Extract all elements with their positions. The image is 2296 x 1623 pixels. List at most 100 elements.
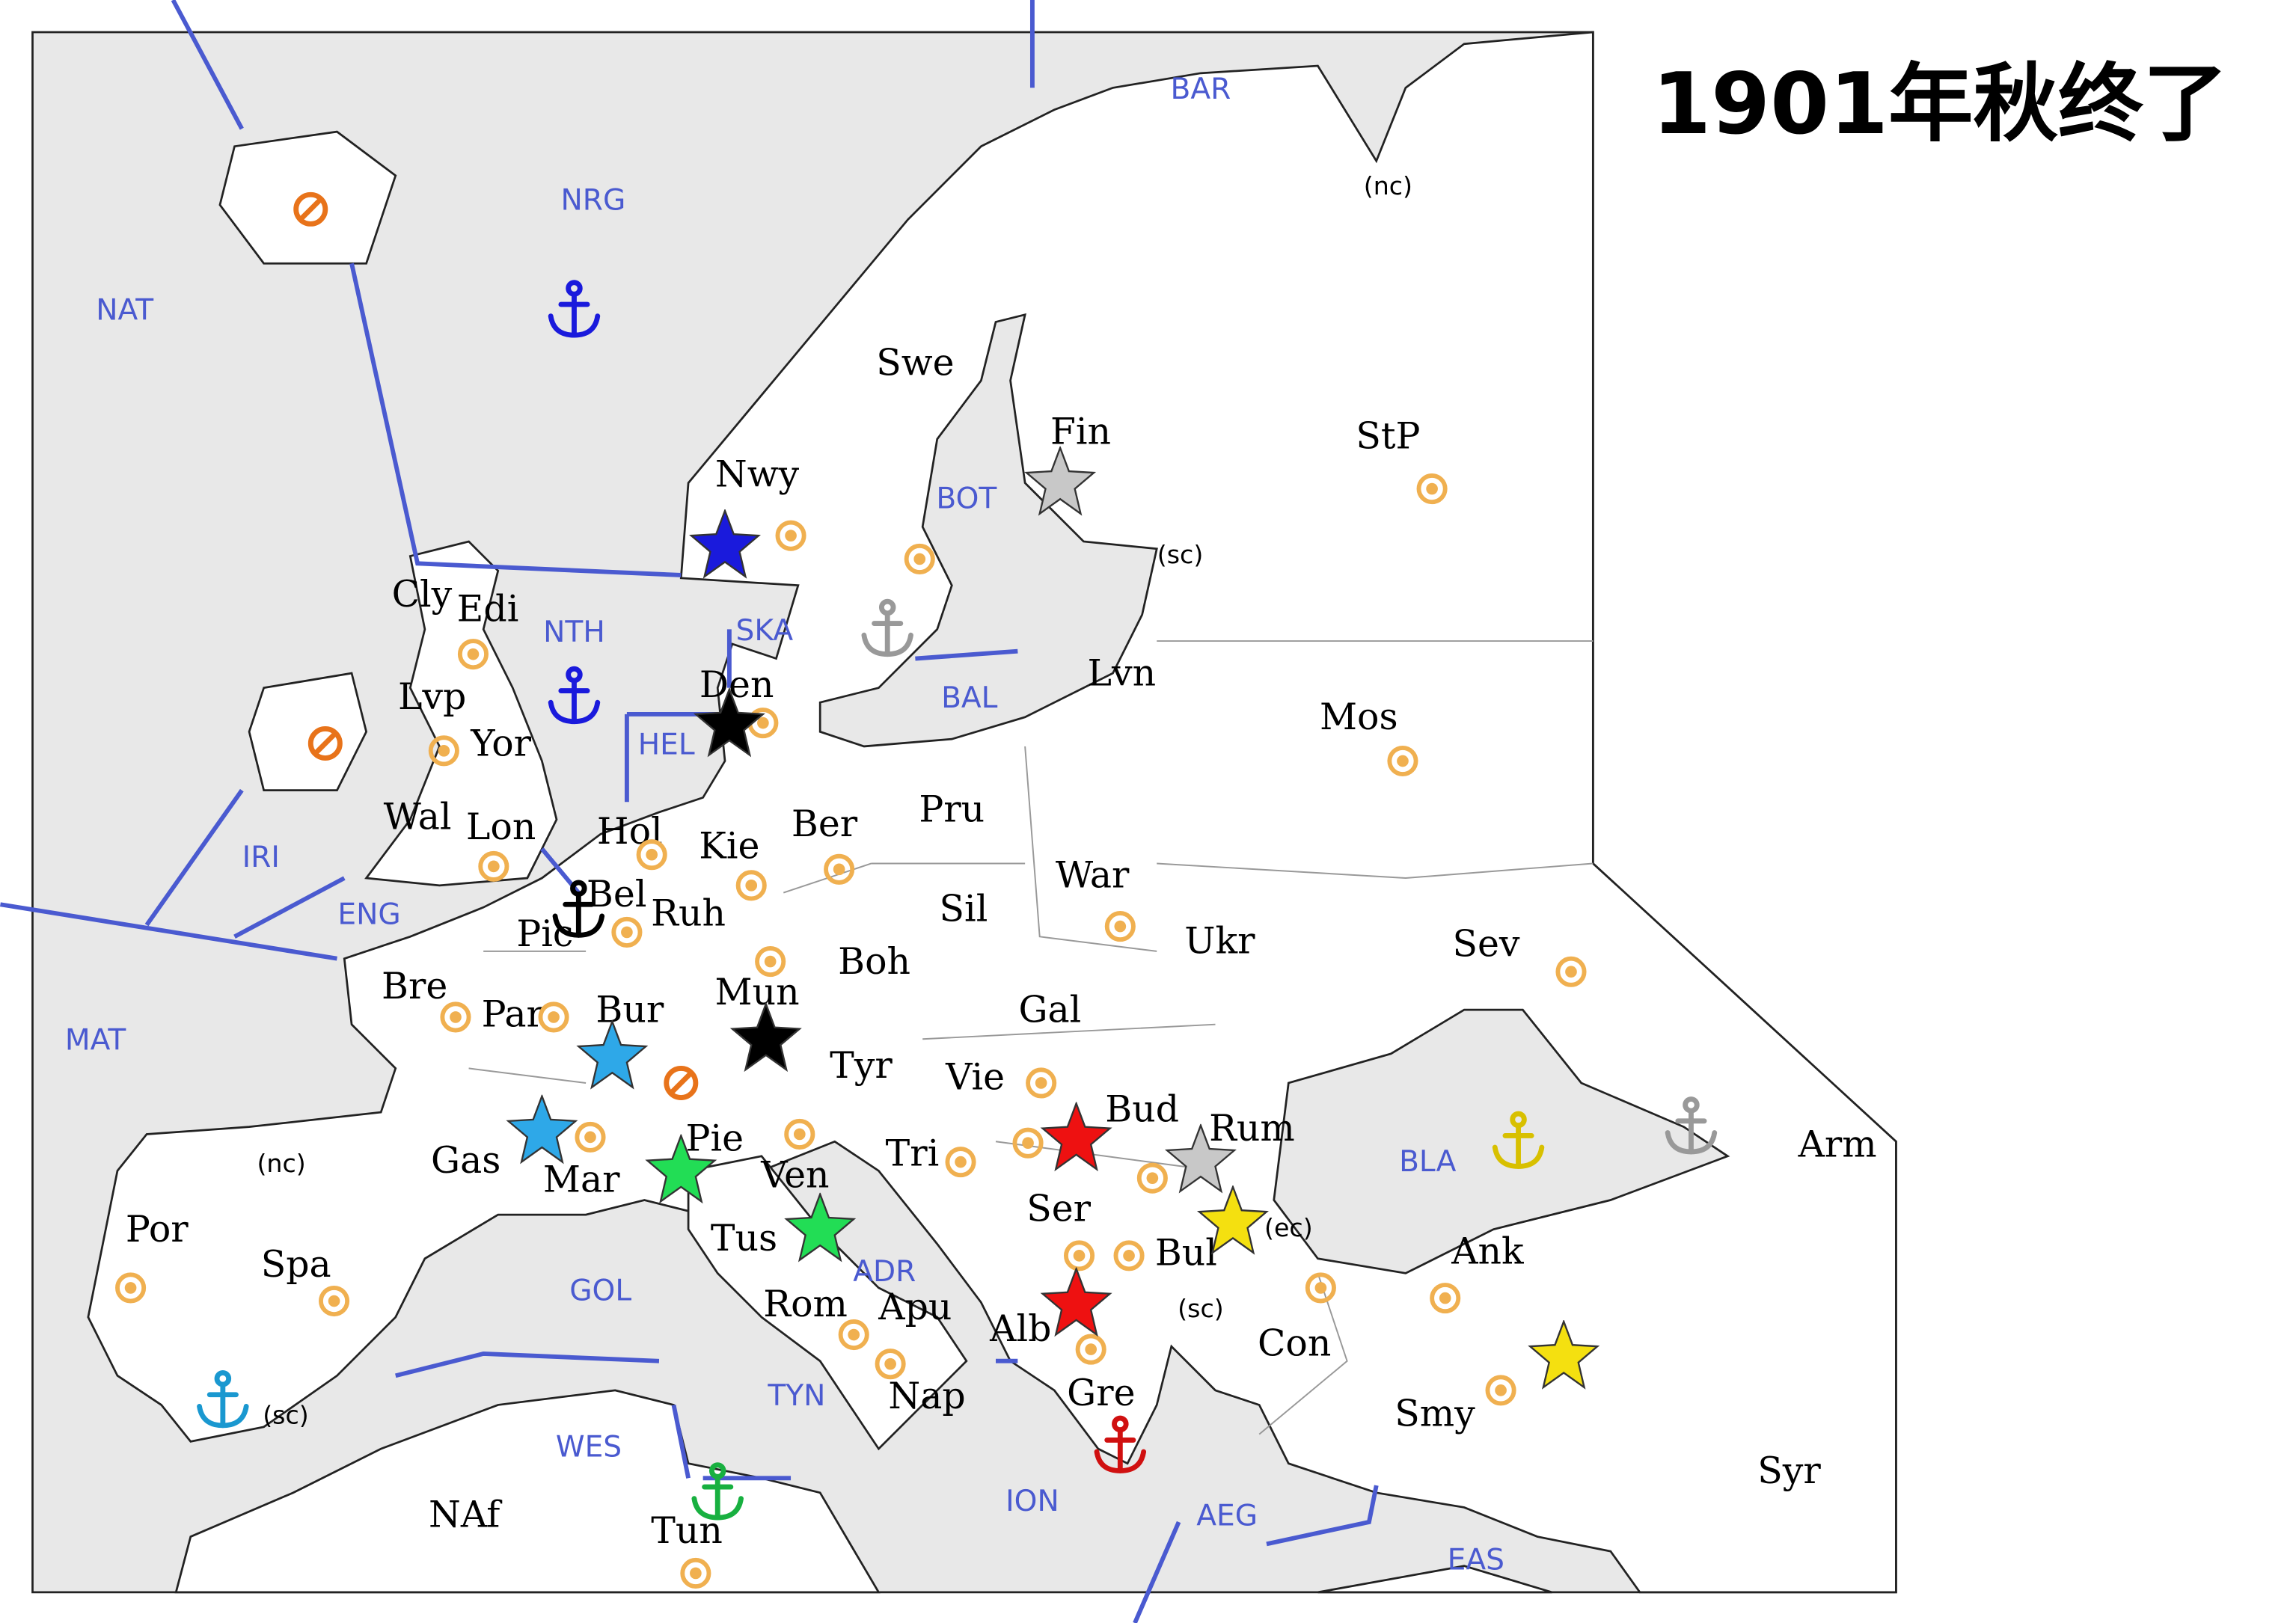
supply-center-dot bbox=[745, 879, 758, 892]
province-label: Cly bbox=[392, 573, 453, 616]
supply-center-dot bbox=[1397, 755, 1409, 767]
province-label: Lvn bbox=[1087, 652, 1156, 695]
supply-center bbox=[538, 1001, 569, 1033]
supply-center-dot bbox=[1114, 920, 1127, 933]
supply-center-ring bbox=[945, 1147, 976, 1178]
province-label: Den bbox=[699, 663, 774, 706]
province-label: War bbox=[1056, 854, 1130, 897]
supply-center bbox=[1555, 956, 1587, 987]
province-label: Rum bbox=[1209, 1107, 1295, 1150]
supply-center-ring bbox=[319, 1285, 350, 1317]
supply-center-ring bbox=[904, 543, 935, 575]
coast-label: (nc) bbox=[257, 1149, 305, 1178]
supply-center bbox=[428, 735, 459, 767]
supply-center-ring bbox=[115, 1272, 147, 1304]
province-label: Ber bbox=[792, 803, 858, 845]
province-label: Alb bbox=[989, 1307, 1051, 1350]
province-label: Nwy bbox=[715, 452, 800, 495]
sea-label: EAS bbox=[1448, 1543, 1504, 1577]
province-label: Bre bbox=[382, 965, 447, 1007]
supply-center bbox=[440, 1001, 471, 1033]
supply-center-ring bbox=[440, 1001, 471, 1033]
supply-center-ring bbox=[428, 735, 459, 767]
sea-label: NRG bbox=[561, 184, 626, 218]
supply-center bbox=[1026, 1067, 1057, 1099]
supply-center bbox=[1430, 1283, 1461, 1314]
supply-center-ring bbox=[680, 1557, 711, 1589]
supply-center-dot bbox=[955, 1156, 967, 1168]
province-label: Syr bbox=[1757, 1449, 1821, 1492]
supply-center bbox=[945, 1147, 976, 1178]
supply-center-ring bbox=[824, 853, 855, 885]
province-label: Bel bbox=[587, 873, 647, 915]
supply-center bbox=[755, 946, 786, 978]
coast-label: (sc) bbox=[1157, 540, 1204, 569]
supply-center-dot bbox=[1022, 1137, 1034, 1150]
province-label: Apu bbox=[878, 1286, 952, 1328]
labels: 1901年秋终了 BAR NRG NAT NTH SKA BOT BAL HEL IRI ENG M… bbox=[65, 55, 2228, 1577]
province-label: Tus bbox=[711, 1217, 777, 1260]
province-label: Kie bbox=[699, 824, 759, 867]
coast-label: (nc) bbox=[1364, 171, 1412, 200]
supply-center-dot bbox=[913, 553, 926, 565]
supply-center-ring bbox=[1026, 1067, 1057, 1099]
supply-center-dot bbox=[1035, 1077, 1047, 1089]
supply-center-ring bbox=[611, 916, 643, 948]
supply-center bbox=[457, 639, 489, 670]
supply-center bbox=[680, 1557, 711, 1589]
province-label: Tri bbox=[886, 1132, 940, 1174]
supply-center-dot bbox=[848, 1328, 860, 1341]
supply-center-ring bbox=[1430, 1283, 1461, 1314]
supply-center-ring bbox=[775, 520, 806, 551]
supply-center-ring bbox=[1555, 956, 1587, 987]
supply-center-ring bbox=[538, 1001, 569, 1033]
province-label: Swe bbox=[876, 342, 954, 384]
province-label: Vie bbox=[945, 1056, 1005, 1099]
supply-center bbox=[1063, 1240, 1095, 1271]
sea-label: MAT bbox=[65, 1024, 126, 1058]
supply-center bbox=[1075, 1334, 1106, 1365]
supply-center-ring bbox=[755, 946, 786, 978]
supply-center bbox=[115, 1272, 147, 1304]
supply-center bbox=[1113, 1240, 1145, 1271]
supply-center bbox=[875, 1349, 906, 1380]
sea-label: NTH bbox=[543, 616, 605, 649]
province-label: Bud bbox=[1105, 1088, 1179, 1131]
supply-center bbox=[1485, 1375, 1516, 1406]
landmass bbox=[87, 31, 1897, 1594]
province-label: StP bbox=[1356, 415, 1420, 458]
province-label: Tyr bbox=[830, 1044, 893, 1087]
sea-label: GOL bbox=[569, 1274, 631, 1307]
province-label: Con bbox=[1258, 1322, 1331, 1365]
supply-center-ring bbox=[1387, 745, 1418, 777]
supply-center-dot bbox=[764, 955, 777, 968]
supply-center-dot bbox=[1426, 482, 1438, 495]
province-label: Sil bbox=[940, 888, 988, 930]
coast-label: (ec) bbox=[1264, 1213, 1313, 1242]
supply-center bbox=[611, 916, 643, 948]
sea-label: ENG bbox=[337, 898, 400, 931]
supply-center-dot bbox=[488, 860, 500, 873]
province-label: Arm bbox=[1798, 1123, 1877, 1166]
province-label: Boh bbox=[838, 940, 910, 983]
province-label: Bul bbox=[1155, 1231, 1217, 1274]
province-label: Pru bbox=[919, 788, 985, 830]
supply-center bbox=[735, 870, 767, 901]
supply-center-ring bbox=[1113, 1240, 1145, 1271]
supply-center-dot bbox=[785, 530, 797, 541]
sea-borders bbox=[0, 0, 1379, 1623]
province-label: Por bbox=[126, 1208, 189, 1251]
supply-center-ring bbox=[838, 1319, 869, 1351]
supply-center-dot bbox=[1123, 1250, 1135, 1262]
province-label: Ruh bbox=[651, 892, 726, 934]
supply-center-ring bbox=[457, 639, 489, 670]
supply-center-ring bbox=[875, 1349, 906, 1380]
supply-center-dot bbox=[833, 863, 845, 876]
province-label: Mun bbox=[715, 971, 800, 1013]
province-label: Par bbox=[482, 992, 545, 1035]
province-label: Mos bbox=[1320, 696, 1398, 738]
supply-centers bbox=[115, 473, 1587, 1589]
province-label: Edi bbox=[457, 587, 519, 630]
province-label: Fin bbox=[1050, 411, 1111, 453]
province-label: Gas bbox=[431, 1139, 500, 1182]
